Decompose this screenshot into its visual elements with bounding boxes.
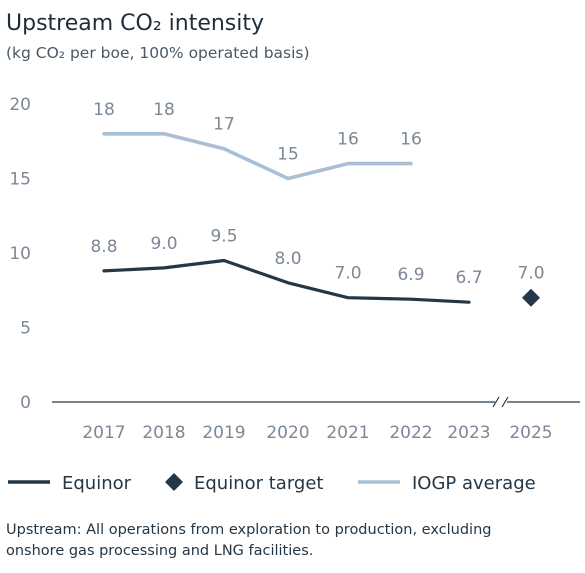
equinor-target-data-label: 7.0 bbox=[517, 264, 544, 284]
equinor-data-label: 9.5 bbox=[210, 226, 237, 246]
y-tick-label: 5 bbox=[20, 319, 31, 339]
x-tick-label: 2017 bbox=[82, 423, 125, 443]
iogp-average-data-label: 18 bbox=[93, 100, 115, 120]
iogp-average-data-label: 16 bbox=[337, 130, 359, 150]
legend-label-iogp-average: IOGP average bbox=[412, 473, 536, 494]
x-tick-label: 2025 bbox=[509, 423, 552, 443]
legend-label-equinor: Equinor bbox=[62, 473, 132, 494]
footnote: Upstream: All operations from exploratio… bbox=[6, 522, 496, 559]
legend-label-equinor-target: Equinor target bbox=[194, 473, 323, 494]
iogp-average-data-label: 17 bbox=[213, 115, 235, 135]
x-tick-label: 2019 bbox=[202, 423, 245, 443]
chart-subtitle: (kg CO₂ per boe, 100% operated basis) bbox=[6, 44, 310, 62]
footnote-line-2: onshore gas processing and LNG facilitie… bbox=[6, 543, 313, 559]
x-tick-label: 2022 bbox=[389, 423, 432, 443]
series-layer bbox=[102, 132, 540, 307]
equinor-data-label: 7.0 bbox=[334, 264, 361, 284]
y-tick-label: 15 bbox=[9, 170, 31, 190]
x-axis bbox=[52, 396, 580, 408]
x-tick-label: 2023 bbox=[447, 423, 490, 443]
equinor-data-label: 6.7 bbox=[455, 268, 482, 288]
y-axis-ticks: 0 5 10 15 20 bbox=[9, 95, 31, 413]
y-tick-label: 10 bbox=[9, 244, 31, 264]
equinor-data-label: 8.0 bbox=[274, 249, 301, 269]
equinor-data-label: 8.8 bbox=[90, 237, 117, 257]
iogp-average-line bbox=[102, 132, 413, 181]
equinor-data-label: 9.0 bbox=[150, 234, 177, 254]
iogp-average-data-label: 18 bbox=[153, 100, 175, 120]
equinor-data-label: 6.9 bbox=[397, 265, 424, 285]
y-tick-label: 0 bbox=[20, 393, 31, 413]
iogp-average-data-label: 16 bbox=[400, 130, 422, 150]
legend-swatch-equinor-target bbox=[165, 473, 183, 491]
y-tick-label: 20 bbox=[9, 95, 31, 115]
iogp-average-data-label: 15 bbox=[277, 145, 299, 165]
equinor-line bbox=[102, 258, 471, 304]
x-axis-ticks: 2017 2018 2019 2020 2021 2022 2023 2025 bbox=[82, 423, 552, 443]
axis-break-mark bbox=[501, 396, 509, 408]
legend: Equinor Equinor target IOGP average bbox=[8, 473, 536, 494]
data-labels: 8.8 9.0 9.5 8.0 7.0 6.9 6.7 7.0 18 18 17 15 16 16 bbox=[90, 100, 544, 288]
x-tick-label: 2021 bbox=[326, 423, 369, 443]
x-tick-label: 2018 bbox=[142, 423, 185, 443]
x-tick-label: 2020 bbox=[266, 423, 309, 443]
footnote-line-1: Upstream: All operations from exploratio… bbox=[6, 522, 491, 538]
equinor-target-marker bbox=[522, 288, 540, 307]
axis-break-mark bbox=[492, 396, 500, 408]
chart-title: Upstream CO₂ intensity bbox=[6, 11, 264, 36]
